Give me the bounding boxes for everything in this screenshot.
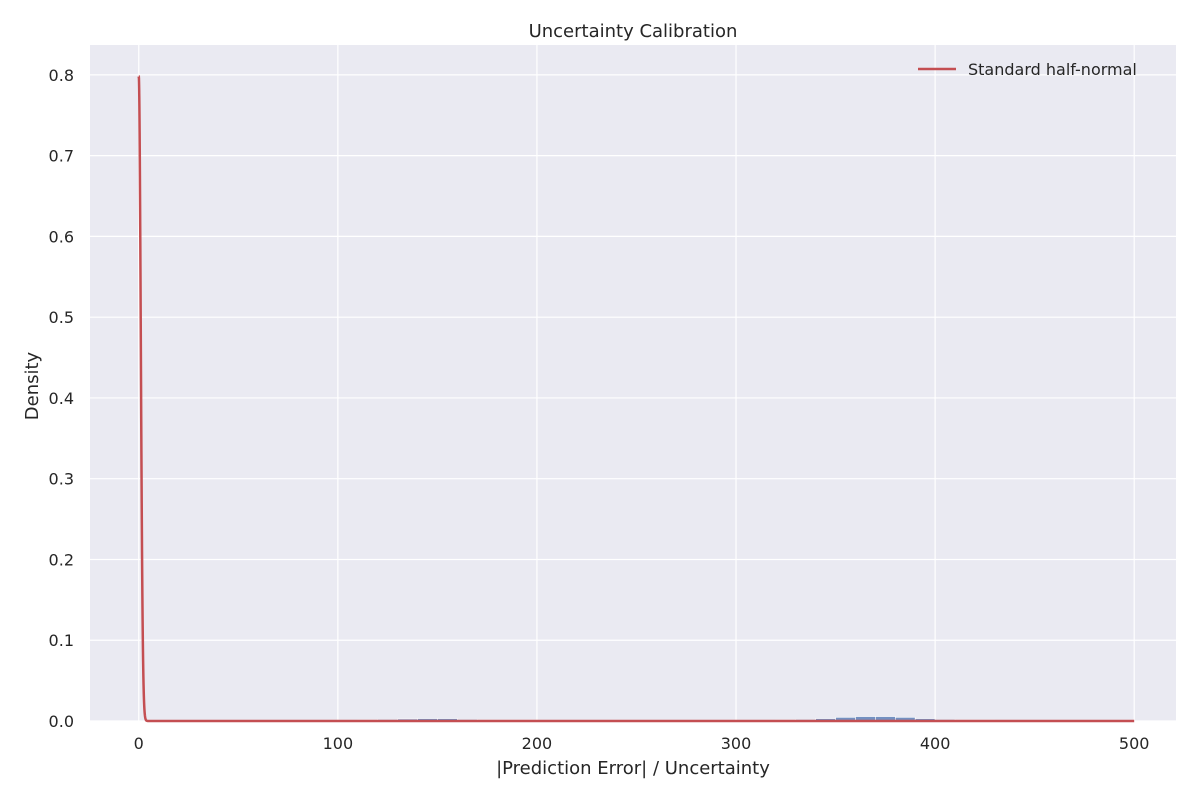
y-tick-label-6: 0.6 xyxy=(49,227,74,246)
y-tick-label-3: 0.3 xyxy=(49,470,74,489)
x-tick-label-0: 0 xyxy=(134,734,144,753)
grid-lines xyxy=(90,45,1176,722)
plot-background xyxy=(90,45,1176,721)
y-tick-label-0: 0.0 xyxy=(49,712,74,731)
x-tick-label-5: 500 xyxy=(1119,734,1150,753)
y-tick-label-1: 0.1 xyxy=(49,631,74,650)
y-tick-label-2: 0.2 xyxy=(49,550,74,569)
y-tick-label-7: 0.7 xyxy=(49,147,74,166)
legend-label-half-normal: Standard half-normal xyxy=(968,60,1137,79)
x-tick-label-1: 100 xyxy=(323,734,354,753)
x-tick-label-3: 300 xyxy=(721,734,752,753)
y-tick-label-8: 0.8 xyxy=(49,66,74,85)
x-axis-label: |Prediction Error| / Uncertainty xyxy=(496,758,770,779)
y-tick-label-4: 0.4 xyxy=(49,389,74,408)
legend: Standard half-normal xyxy=(918,60,1137,79)
series-line-half-normal xyxy=(137,75,1135,723)
x-tick-label-2: 200 xyxy=(522,734,553,753)
x-tick-labels: 0 100 200 300 400 500 xyxy=(134,734,1150,753)
y-tick-label-5: 0.5 xyxy=(49,308,74,327)
y-tick-labels: 0.0 0.1 0.2 0.3 0.4 0.5 0.6 0.7 0.8 xyxy=(49,66,74,731)
y-axis-label: Density xyxy=(22,351,43,420)
chart-title: Uncertainty Calibration xyxy=(529,21,738,42)
x-tick-label-4: 400 xyxy=(920,734,951,753)
